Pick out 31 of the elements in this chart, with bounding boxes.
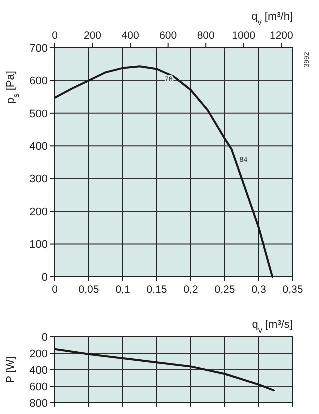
x2-tick-label: 1000: [232, 30, 256, 42]
x2-axis-title: q$_{v}$ [m³/h]: [252, 11, 293, 26]
x-tick-label: 0: [52, 284, 58, 296]
y-tick-label: 600: [30, 381, 48, 394]
x-tick-label: 0,25: [214, 284, 236, 296]
y-axis-title: P [W]: [5, 356, 17, 384]
x2-tick-label: 1200: [270, 30, 294, 42]
y-tick-label: 600: [30, 76, 48, 88]
x2-tick-label: 400: [122, 30, 140, 42]
x-tick-label: 0,15: [146, 284, 168, 296]
y-tick-label: 0: [42, 332, 48, 344]
y-tick-label: 200: [30, 348, 48, 360]
y-tick-label: 800: [30, 398, 48, 410]
y-tick-label: 500: [30, 108, 48, 120]
x-tick-label: 0,1: [116, 284, 130, 296]
y-tick-label: 300: [30, 174, 48, 186]
y-tick-label: 100: [30, 239, 48, 252]
x-tick-label: 0,3: [252, 284, 266, 296]
x-tick-label: 0,2: [184, 284, 198, 296]
y-tick-label: 400: [30, 140, 48, 153]
y-tick-label: 400: [30, 364, 48, 377]
x2-tick-label: 200: [84, 30, 102, 42]
x-tick-label: 0,05: [78, 284, 100, 296]
x2-tick-label: 600: [160, 30, 178, 42]
y-tick-label: 200: [30, 206, 48, 218]
y-tick-label: 0: [42, 272, 48, 284]
x2-tick-label: 0: [52, 30, 58, 42]
x2-tick-label: 800: [197, 30, 216, 42]
y-tick-label: 700: [30, 42, 48, 55]
x-tick-label: 0,35: [282, 284, 304, 296]
x-axis-title: q$_{v}$ [m³/s]: [252, 319, 293, 334]
